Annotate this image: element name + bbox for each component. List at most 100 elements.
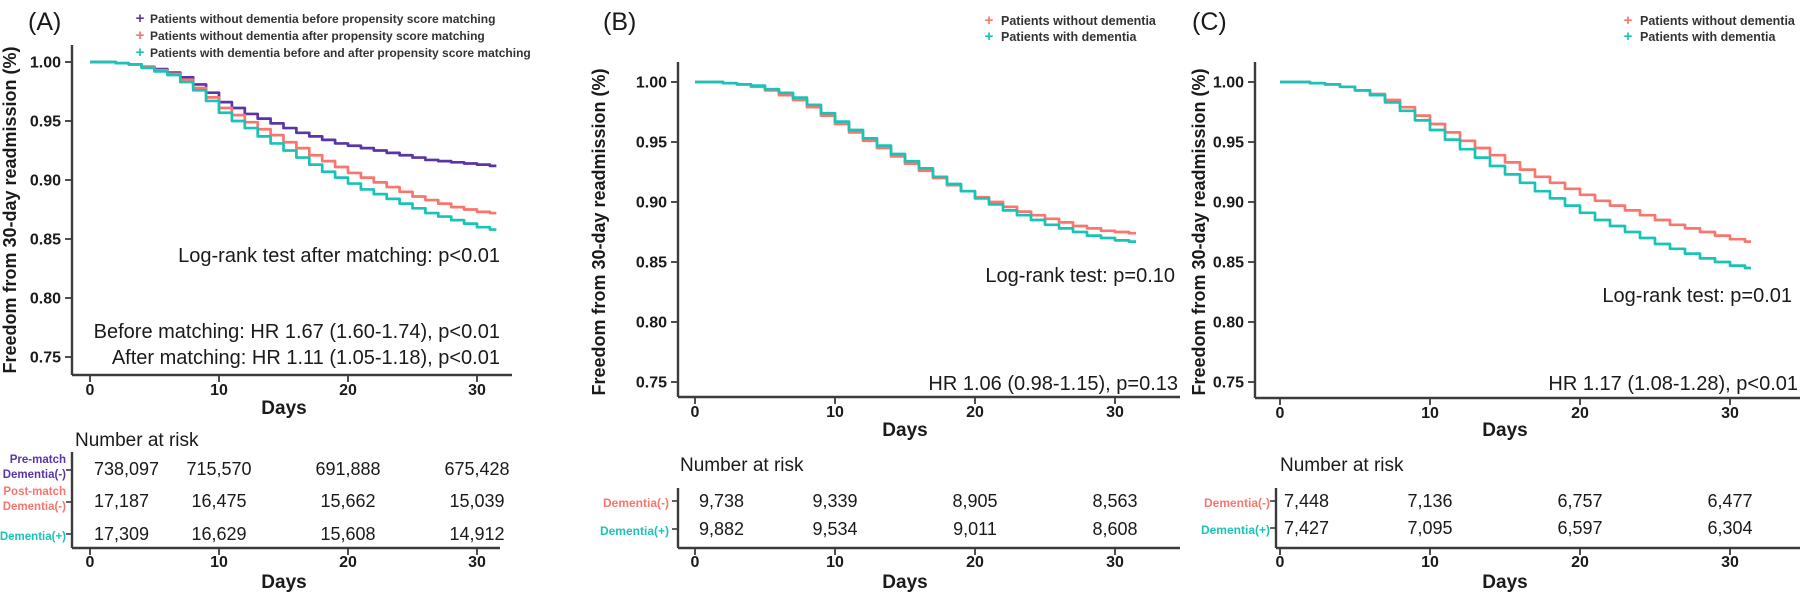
y-tick-label: 0.80: [636, 315, 667, 332]
panel-label: (C): [1192, 8, 1227, 36]
x-tick-label: 0: [86, 382, 95, 399]
risk-value: 7,136: [1407, 491, 1452, 511]
risk-value: 715,570: [186, 459, 251, 479]
risk-value: 14,912: [449, 524, 504, 544]
x-tick-label: 0: [1276, 405, 1285, 422]
legend-item-label: Patients with dementia: [1001, 30, 1137, 44]
y-axis-label: Freedom from 30-day readmission (%): [589, 68, 609, 395]
risk-x-tick-label: 20: [966, 554, 984, 571]
risk-value: 7,448: [1284, 491, 1329, 511]
x-tick-label: 10: [1421, 405, 1439, 422]
x-tick-label: 10: [210, 382, 228, 399]
y-tick-label: 0.90: [30, 173, 61, 190]
risk-x-axis-title: Days: [882, 572, 927, 593]
risk-value: 7,427: [1284, 518, 1329, 538]
risk-value: 9,882: [699, 519, 744, 539]
km-panel-C: (C) + Patients without dementia + Patients w…: [1189, 8, 1800, 593]
survival-curve-Dementia(-): [695, 80, 1136, 235]
survival-curve-Dementia(+): [1280, 80, 1751, 270]
risk-value: 7,095: [1407, 518, 1452, 538]
annotation-text: Log-rank test after matching: p<0.01: [178, 245, 500, 267]
survival-curve-Dementia(-): [1280, 80, 1751, 243]
x-tick-label: 20: [1571, 405, 1589, 422]
y-tick-label: 1.00: [1213, 75, 1244, 92]
y-tick-label: 0.90: [636, 195, 667, 212]
legend-plus-icon: +: [985, 12, 994, 29]
annotation-text: Before matching: HR 1.67 (1.60-1.74), p<…: [94, 321, 500, 343]
risk-x-tick-label: 30: [1106, 554, 1124, 571]
legend-item-label: Patients with dementia before and after …: [150, 46, 531, 60]
risk-value: 8,563: [1092, 491, 1137, 511]
legend-plus-icon: +: [1624, 28, 1633, 45]
survival-curve-Post-match Dementia(-): [90, 60, 497, 215]
x-tick-label: 30: [1721, 405, 1739, 422]
risk-x-axis-title: Days: [1482, 572, 1527, 593]
panel-label: (A): [28, 8, 61, 36]
survival-curve-Dementia(+): [695, 80, 1136, 243]
risk-value: 691,888: [315, 459, 380, 479]
risk-value: 15,608: [320, 524, 375, 544]
x-tick-label: 20: [339, 382, 357, 399]
risk-value: 738,097: [94, 459, 159, 479]
risk-value: 8,608: [1092, 519, 1137, 539]
risk-value: 9,738: [699, 491, 744, 511]
risk-x-tick-label: 30: [468, 554, 486, 571]
risk-x-tick-label: 20: [1571, 554, 1589, 571]
y-tick-label: 1.00: [636, 75, 667, 92]
risk-x-tick-label: 0: [691, 554, 700, 571]
x-axis-title: Days: [1482, 420, 1527, 441]
y-tick-label: 1.00: [30, 55, 61, 72]
x-axis-title: Days: [261, 398, 306, 419]
risk-x-tick-label: 10: [210, 554, 228, 571]
risk-value: 6,304: [1707, 518, 1752, 538]
risk-x-tick-label: 0: [1276, 554, 1285, 571]
risk-value: 16,475: [191, 491, 246, 511]
risk-row-label: Dementia(+): [0, 531, 66, 543]
x-tick-label: 0: [691, 404, 700, 421]
risk-value: 6,477: [1707, 491, 1752, 511]
risk-value: 16,629: [191, 524, 246, 544]
risk-value: 6,757: [1557, 491, 1602, 511]
survival-curve-Dementia(+): [90, 60, 497, 231]
y-axis-label: Freedom from 30-day readmission (%): [0, 46, 20, 373]
annotation-text: After matching: HR 1.11 (1.05-1.18), p<0…: [112, 347, 500, 369]
risk-x-tick-label: 10: [1421, 554, 1439, 571]
risk-value: 17,309: [94, 524, 149, 544]
panel-label: (B): [603, 8, 636, 36]
risk-row-label: Dementia(-): [3, 469, 66, 481]
annotation-text: Log-rank test: p=0.10: [985, 265, 1175, 287]
risk-x-tick-label: 0: [86, 554, 95, 571]
y-tick-label: 0.75: [1213, 375, 1244, 392]
x-axis-title: Days: [882, 420, 927, 441]
risk-x-tick-label: 10: [826, 554, 844, 571]
legend-item-label: Patients with dementia: [1640, 30, 1776, 44]
legend-item-label: Patients without dementia before propens…: [150, 12, 495, 26]
risk-x-axis-title: Days: [261, 572, 306, 593]
legend-plus-icon: +: [985, 28, 994, 45]
risk-value: 15,039: [449, 491, 504, 511]
y-tick-label: 0.85: [30, 232, 61, 249]
risk-value: 675,428: [444, 459, 509, 479]
annotation-text: HR 1.17 (1.08-1.28), p<0.01: [1548, 373, 1798, 395]
legend-plus-icon: +: [136, 27, 145, 44]
risk-x-tick-label: 20: [339, 554, 357, 571]
risk-value: 8,905: [952, 491, 997, 511]
risk-row-label: Dementia(-): [1204, 496, 1270, 510]
legend-item-label: Patients without dementia: [1001, 14, 1157, 28]
risk-row-label: Dementia(-): [3, 501, 66, 513]
x-tick-label: 20: [966, 404, 984, 421]
annotation-text: HR 1.06 (0.98-1.15), p=0.13: [928, 373, 1178, 395]
risk-table-title: Number at risk: [1280, 455, 1404, 476]
risk-row-label: Dementia(+): [1201, 523, 1270, 537]
risk-row-label: Dementia(-): [603, 496, 669, 510]
y-tick-label: 0.85: [1213, 255, 1244, 272]
km-panel-B: (B) + Patients without dementia + Patients w…: [589, 8, 1180, 593]
risk-value: 9,534: [812, 519, 857, 539]
y-tick-label: 0.80: [1213, 315, 1244, 332]
y-tick-label: 0.95: [30, 114, 61, 131]
risk-value: 9,011: [953, 519, 997, 539]
km-panel-A: (A) + Patients without dementia before pro…: [0, 8, 531, 593]
x-tick-label: 10: [826, 404, 844, 421]
x-tick-label: 30: [468, 382, 486, 399]
